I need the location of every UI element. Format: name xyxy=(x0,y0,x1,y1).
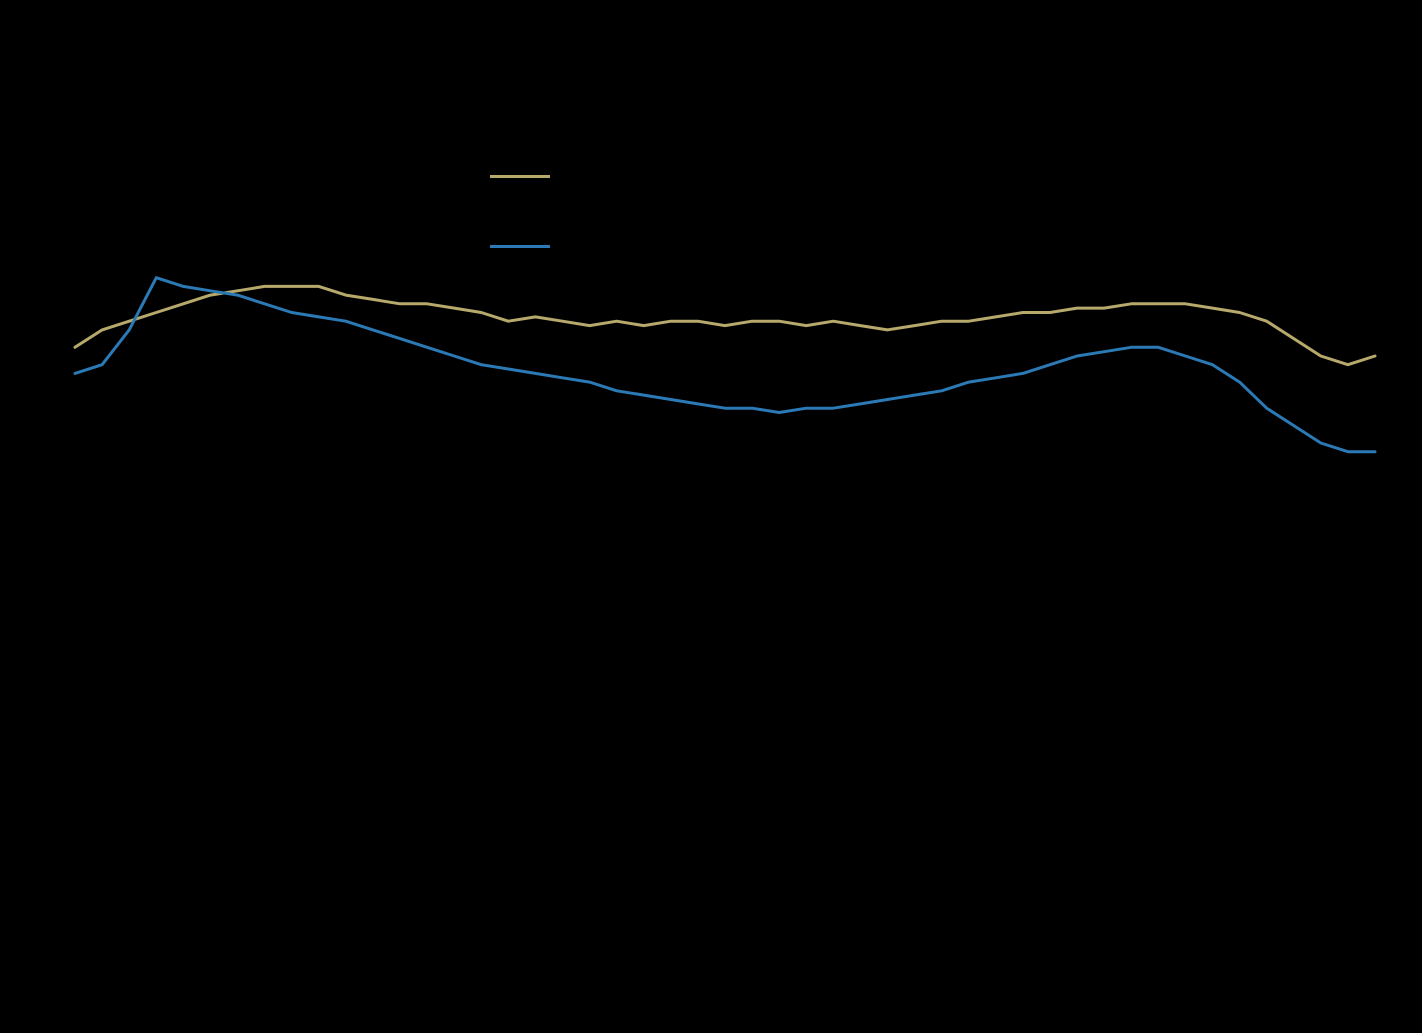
line-chart xyxy=(0,0,1422,1033)
legend-item-1 xyxy=(490,175,564,178)
chart-canvas xyxy=(0,0,1422,1033)
legend-item-2 xyxy=(490,245,564,248)
legend-swatch-2 xyxy=(490,245,550,248)
legend-swatch-1 xyxy=(490,175,550,178)
